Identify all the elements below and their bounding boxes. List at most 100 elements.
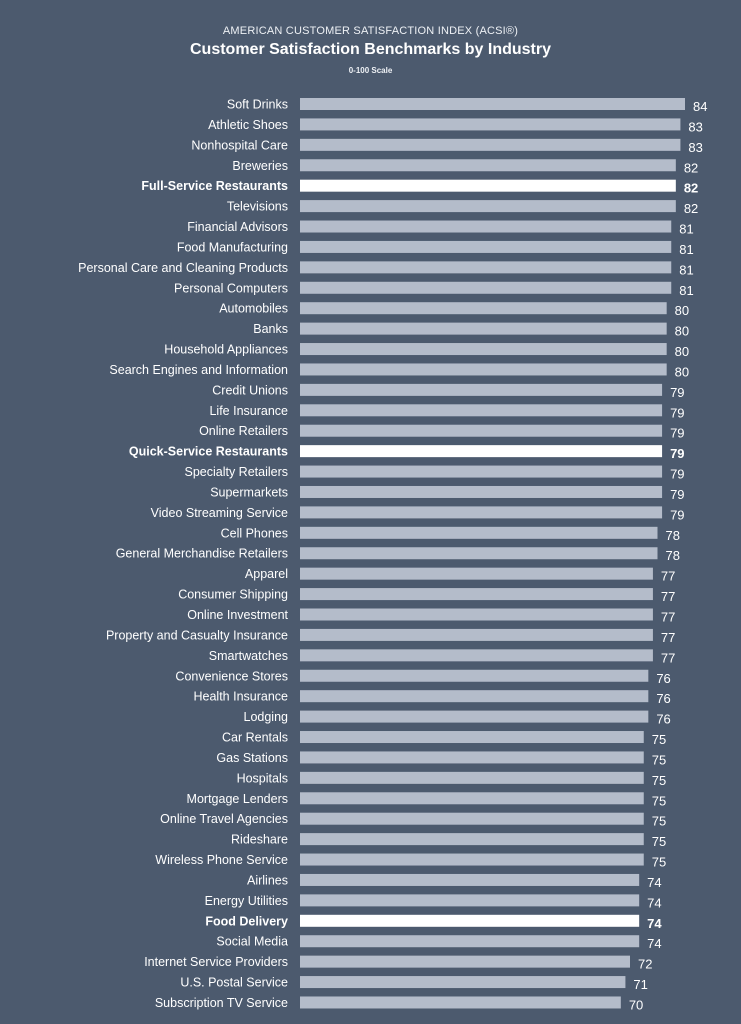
value-label: 74	[647, 916, 662, 931]
bar-breweries	[300, 159, 676, 172]
value-label: 82	[684, 181, 698, 196]
value-label: 76	[656, 691, 670, 706]
bar-life-insurance	[300, 404, 663, 417]
value-label: 79	[670, 487, 684, 502]
category-label: Breweries	[232, 159, 288, 173]
category-label: Health Insurance	[193, 690, 288, 704]
category-label: Search Engines and Information	[109, 363, 288, 377]
bar-social-media	[300, 935, 640, 948]
bar-supermarkets	[300, 485, 663, 498]
value-label: 83	[688, 119, 702, 134]
value-label: 77	[661, 610, 675, 625]
bar-food-delivery	[300, 914, 640, 927]
value-label: 76	[656, 712, 670, 727]
bar-smartwatches	[300, 649, 653, 662]
category-label: Video Streaming Service	[151, 506, 288, 520]
value-label: 74	[647, 875, 661, 890]
value-label: 75	[652, 793, 666, 808]
value-label: 70	[629, 997, 643, 1012]
category-label: Specialty Retailers	[184, 465, 288, 479]
value-label: 75	[652, 773, 666, 788]
category-label: Lodging	[244, 710, 289, 724]
bar-airlines	[300, 873, 640, 886]
bar-property-and-casualty-insurance	[300, 628, 653, 641]
category-label: Athletic Shoes	[208, 118, 288, 132]
chart-subtitle: 0-100 Scale	[348, 66, 393, 75]
value-label: 79	[670, 426, 684, 441]
bar-consumer-shipping	[300, 588, 653, 601]
value-label: 80	[675, 324, 689, 339]
category-label: Full-Service Restaurants	[141, 179, 288, 193]
category-label: Televisions	[227, 200, 288, 214]
bar-quick-service-restaurants	[300, 445, 663, 458]
bar-wireless-phone-service	[300, 853, 644, 866]
value-label: 81	[679, 222, 693, 237]
value-label: 76	[656, 671, 670, 686]
value-label: 75	[652, 732, 666, 747]
bar-nonhospital-care	[300, 138, 681, 151]
value-label: 77	[661, 589, 675, 604]
bar-automobiles	[300, 302, 667, 315]
bar-lodging	[300, 710, 649, 723]
bar-food-manufacturing	[300, 240, 672, 253]
category-label: Energy Utilities	[205, 894, 288, 908]
value-label: 78	[666, 548, 680, 563]
bar-online-investment	[300, 608, 653, 621]
bar-mortgage-lenders	[300, 792, 644, 805]
bar-personal-computers	[300, 281, 672, 294]
value-label: 81	[679, 242, 693, 257]
value-label: 79	[670, 405, 684, 420]
category-label: Online Investment	[187, 608, 288, 622]
bar-cell-phones	[300, 526, 658, 539]
bar-convenience-stores	[300, 669, 649, 682]
value-label: 82	[684, 201, 698, 216]
bar-u-s-postal-service	[300, 976, 626, 989]
value-label: 71	[633, 977, 647, 992]
category-label: Apparel	[245, 567, 288, 581]
category-label: Consumer Shipping	[178, 588, 288, 602]
category-label: Property and Casualty Insurance	[106, 628, 288, 642]
bar-soft-drinks	[300, 98, 685, 110]
category-label: Online Travel Agencies	[160, 812, 288, 826]
bar-video-streaming-service	[300, 506, 663, 519]
category-label: Personal Computers	[174, 281, 288, 295]
category-label: General Merchandise Retailers	[116, 547, 288, 561]
value-label: 75	[652, 814, 666, 829]
bar-health-insurance	[300, 690, 649, 703]
value-label: 79	[670, 446, 684, 461]
category-label: Financial Advisors	[187, 220, 288, 234]
value-label: 79	[670, 467, 684, 482]
bar-hospitals	[300, 771, 644, 784]
bar-internet-service-providers	[300, 955, 630, 968]
bar-banks	[300, 322, 667, 335]
category-label: Internet Service Providers	[144, 955, 288, 969]
value-label: 72	[638, 957, 652, 972]
value-label: 80	[675, 344, 689, 359]
value-label: 77	[661, 630, 675, 645]
bar-online-retailers	[300, 424, 663, 437]
bar-full-service-restaurants	[300, 179, 676, 192]
category-label: Automobiles	[219, 302, 288, 316]
category-label: Mortgage Lenders	[187, 792, 288, 806]
category-label: Convenience Stores	[175, 669, 288, 683]
bar-apparel	[300, 567, 653, 580]
bar-gas-stations	[300, 751, 644, 764]
category-label: Nonhospital Care	[191, 138, 288, 152]
category-label: U.S. Postal Service	[180, 976, 288, 990]
category-label: Online Retailers	[199, 424, 288, 438]
bar-search-engines-and-information	[300, 363, 667, 376]
category-label: Rideshare	[231, 833, 288, 847]
category-label: Household Appliances	[164, 343, 288, 357]
category-label: Banks	[253, 322, 288, 336]
value-label: 78	[666, 528, 680, 543]
value-label: 82	[684, 160, 698, 175]
category-label: Wireless Phone Service	[155, 853, 288, 867]
category-label: Social Media	[216, 935, 288, 949]
category-label: Life Insurance	[209, 404, 288, 418]
category-label: Subscription TV Service	[155, 996, 288, 1010]
bar-energy-utilities	[300, 894, 640, 907]
category-label: Cell Phones	[221, 526, 288, 540]
category-label: Soft Drinks	[227, 98, 288, 112]
value-label: 75	[652, 752, 666, 767]
